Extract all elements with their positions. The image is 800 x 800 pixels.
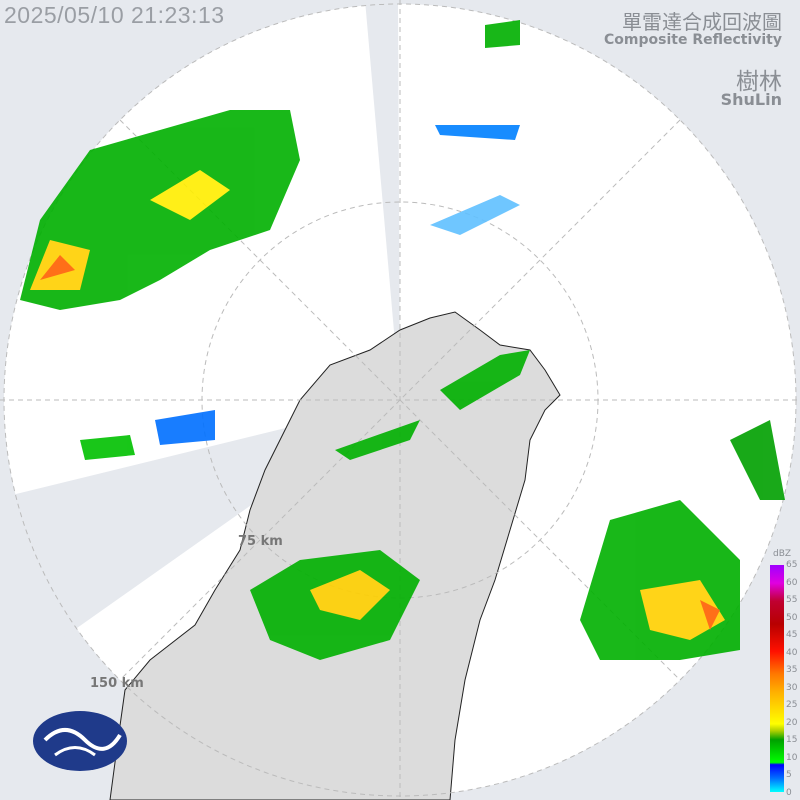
station-zh: 樹林	[736, 69, 782, 95]
legend-tick: 35	[786, 665, 798, 675]
legend-tick: 45	[786, 630, 798, 640]
title-zh: 單雷達合成回波圖	[622, 10, 782, 34]
color-legend	[770, 565, 784, 792]
legend-tick: 50	[786, 612, 798, 623]
legend-tick: 20	[786, 717, 798, 728]
legend-tick: 15	[786, 735, 798, 745]
legend-tick: 25	[786, 700, 798, 710]
title-en: Composite Reflectivity	[604, 32, 782, 48]
legend-tick: 55	[786, 595, 798, 605]
legend-tick: 0	[786, 787, 792, 798]
echoes	[20, 20, 785, 660]
timestamp: 2025/05/10 21:23:13	[4, 2, 225, 28]
blocked-sector-north	[365, 0, 400, 400]
cwa-logo	[33, 711, 127, 771]
legend-tick: 30	[786, 682, 798, 693]
legend-unit: dBZ	[773, 549, 792, 559]
range-label-150: 150 km	[90, 676, 144, 691]
range-label-75: 75 km	[238, 534, 283, 549]
legend-tick: 65	[786, 560, 798, 570]
legend-tick: 60	[786, 577, 798, 588]
legend-tick: 40	[786, 647, 798, 658]
station-en: ShuLin	[720, 90, 782, 109]
legend-tick: 5	[786, 770, 792, 780]
legend-tick: 10	[786, 752, 798, 763]
